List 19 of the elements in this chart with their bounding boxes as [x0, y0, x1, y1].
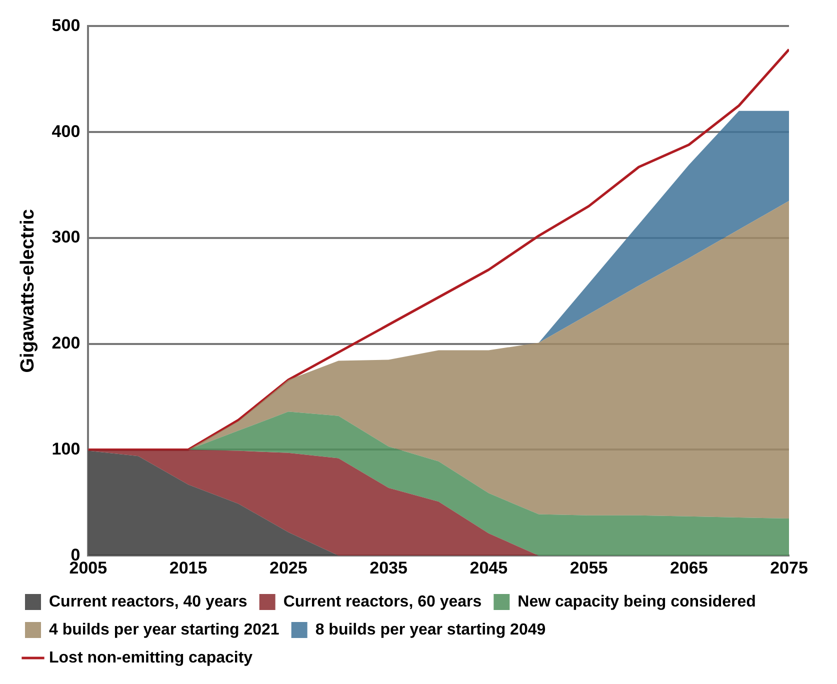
y-tick-label: 300: [52, 228, 80, 247]
x-tick-label: 2025: [269, 558, 308, 578]
y-tick-label: 400: [52, 122, 80, 141]
legend-label: 8 builds per year starting 2049: [315, 621, 546, 638]
y-tick-label: 200: [52, 334, 80, 353]
y-tick-label: 500: [52, 16, 80, 35]
x-tick-label: 2075: [770, 558, 808, 578]
x-tick-label: 2035: [370, 558, 408, 578]
legend-label: Current reactors, 60 years: [283, 593, 482, 610]
legend-label: Current reactors, 40 years: [49, 593, 248, 610]
y-axis-title: Gigawatts-electric: [18, 208, 39, 373]
x-tick-label: 2065: [670, 558, 708, 578]
legend-label: New capacity being considered: [518, 593, 756, 610]
x-tick-label: 2015: [169, 558, 208, 578]
legend-label: 4 builds per year starting 2021: [49, 621, 280, 638]
x-tick-label: 2045: [470, 558, 508, 578]
legend-label: Lost non-emitting capacity: [49, 649, 253, 666]
y-tick-label: 100: [52, 439, 80, 458]
x-tick-label: 2055: [570, 558, 608, 578]
